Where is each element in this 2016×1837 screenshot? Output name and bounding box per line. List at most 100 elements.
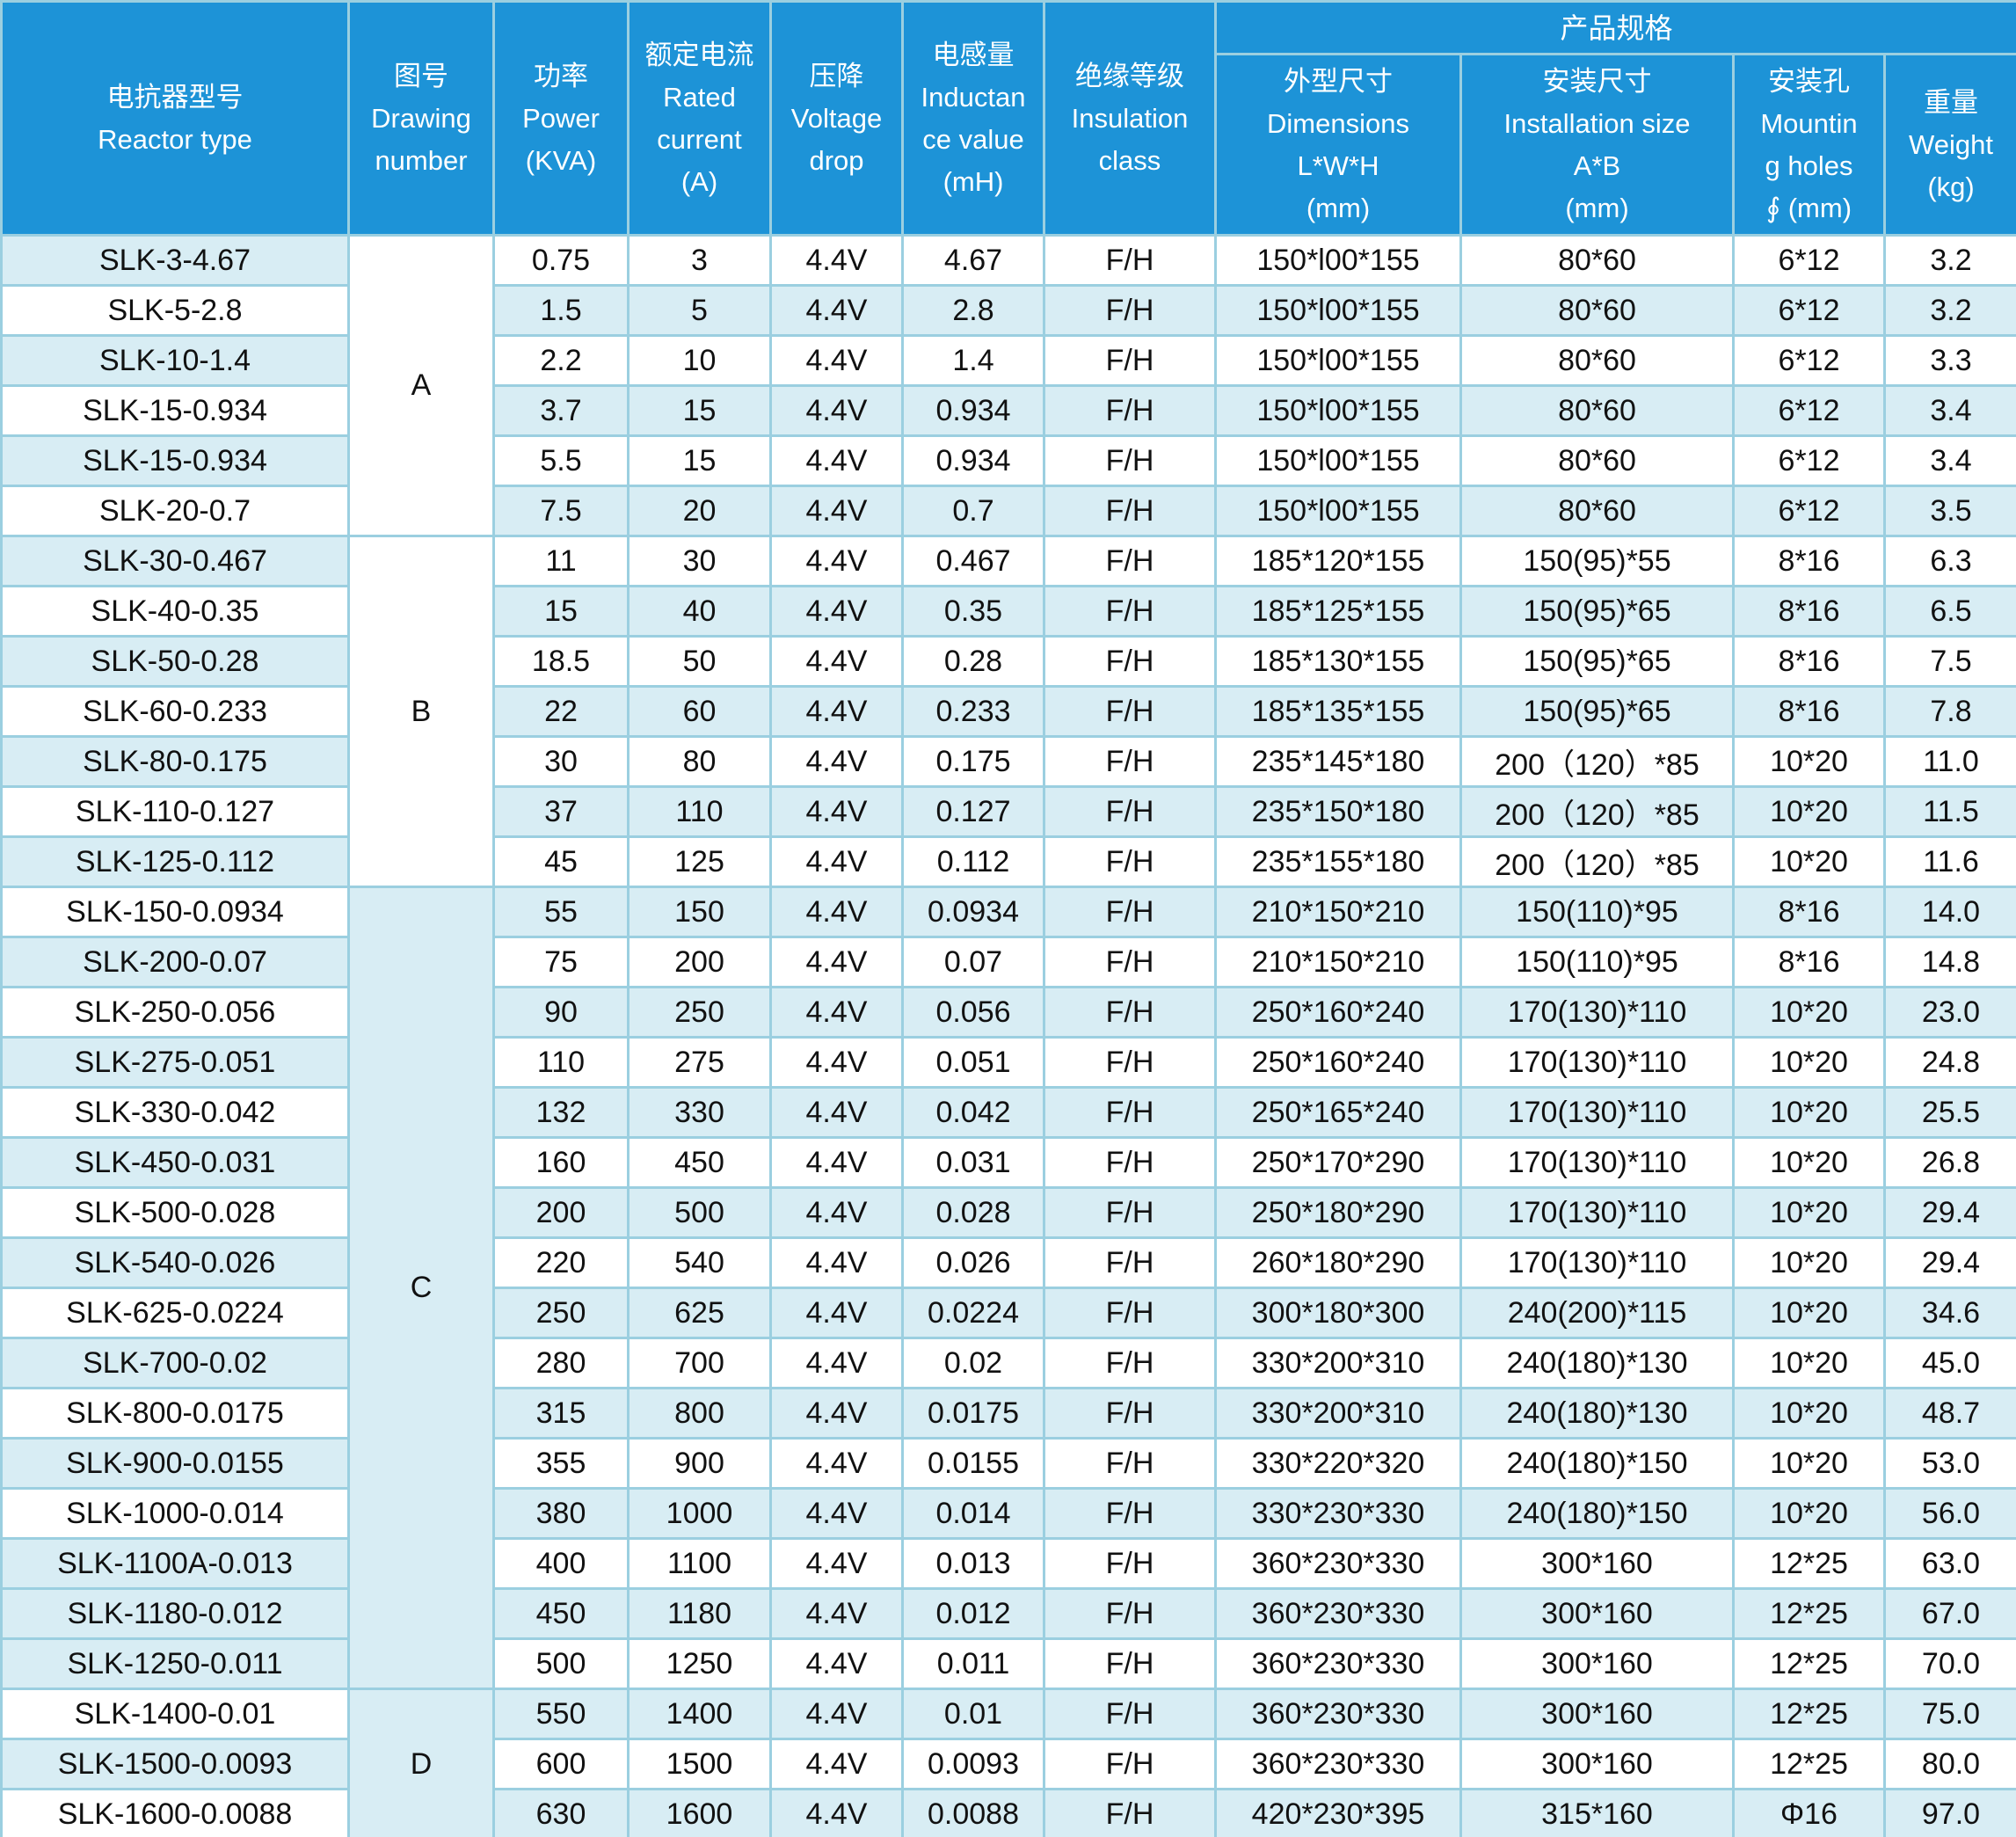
cell-drop: 4.4V (769, 735, 904, 788)
cell-power: 280 (492, 1337, 630, 1389)
cell-reactor-type: SLK-5-2.8 (0, 284, 350, 337)
cell-current: 1000 (627, 1487, 772, 1540)
cell-power: 2.2 (492, 334, 630, 387)
cell-power: 220 (492, 1236, 630, 1289)
table-row: SLK-900-0.0155 355 900 4.4V 0.0155 F/H 330*220… (0, 1437, 2016, 1490)
cell-insulation: F/H (1043, 1036, 1217, 1089)
cell-weight: 63.0 (1882, 1537, 2016, 1590)
table-row: SLK-5-2.8 1.5 5 4.4V 2.8 F/H 150*l00*155 80*60 6… (0, 284, 2016, 337)
cell-weight: 6.5 (1882, 585, 2016, 638)
cell-current: 30 (627, 535, 772, 587)
cell-inductance: 0.0175 (901, 1387, 1045, 1440)
cell-inductance: 0.0093 (901, 1738, 1045, 1790)
cell-dimensions: 185*120*155 (1214, 535, 1462, 587)
cell-current: 500 (627, 1186, 772, 1239)
table-row: SLK-540-0.026 220 540 4.4V 0.026 F/H 260*180*2… (0, 1236, 2016, 1289)
cell-weight: 3.4 (1882, 434, 2016, 487)
table-row: SLK-30-0.467 B 11 30 4.4V 0.467 F/H 185*120*155… (0, 535, 2016, 888)
cell-inductance: 0.026 (901, 1236, 1045, 1289)
cell-current: 800 (627, 1387, 772, 1440)
cell-installation: 150(95)*55 (1459, 535, 1735, 587)
cell-reactor-type: SLK-50-0.28 (0, 635, 350, 688)
cell-current: 900 (627, 1437, 772, 1490)
table-row: SLK-1180-0.012 450 1180 4.4V 0.012 F/H 360*230… (0, 1587, 2016, 1640)
cell-weight: 26.8 (1882, 1136, 2016, 1189)
cell-inductance: 0.012 (901, 1587, 1045, 1640)
cell-power: 450 (492, 1587, 630, 1640)
col-header-dimensions: 外型尺寸 Dimensions L*W*H (mm) (1214, 53, 1462, 237)
col-header-installation: 安装尺寸 Installation size A*B (mm) (1459, 53, 1735, 237)
table-row: SLK-1500-0.0093 600 1500 4.4V 0.0093 F/H 360*2… (0, 1738, 2016, 1790)
table-row: SLK-10-1.4 2.2 10 4.4V 1.4 F/H 150*l00*155 80*6… (0, 334, 2016, 387)
table-row: SLK-1250-0.011 500 1250 4.4V 0.011 F/H 360*230… (0, 1637, 2016, 1690)
cell-current: 275 (627, 1036, 772, 1089)
cell-inductance: 0.112 (901, 835, 1045, 888)
cell-mounting: 12*25 (1732, 1637, 1886, 1690)
table-row: SLK-330-0.042 132 330 4.4V 0.042 F/H 250*165*2… (0, 1086, 2016, 1139)
cell-power: 200 (492, 1186, 630, 1239)
cell-mounting: 12*25 (1732, 1537, 1886, 1590)
cell-weight: 23.0 (1882, 986, 2016, 1039)
cell-drop: 4.4V (769, 1587, 904, 1640)
cell-reactor-type: SLK-700-0.02 (0, 1337, 350, 1389)
cell-drop: 4.4V (769, 234, 904, 287)
cell-mounting: 8*16 (1732, 685, 1886, 738)
cell-installation: 80*60 (1459, 284, 1735, 337)
cell-inductance: 0.0088 (901, 1788, 1045, 1837)
cell-power: 550 (492, 1688, 630, 1740)
cell-dimensions: 185*125*155 (1214, 585, 1462, 638)
table-row: SLK-110-0.127 37 110 4.4V 0.127 F/H 235*150*18… (0, 785, 2016, 838)
cell-installation: 200（120）*85 (1459, 785, 1735, 838)
table-header: 电抗器型号 Reactor type 图号 Drawing number 功率 … (0, 0, 2016, 237)
cell-installation: 150(95)*65 (1459, 585, 1735, 638)
header-row-sub: 外型尺寸 Dimensions L*W*H (mm) 安装尺寸 Installa… (2, 53, 2016, 237)
cell-dimensions: 420*230*395 (1214, 1788, 1462, 1837)
cell-reactor-type: SLK-110-0.127 (0, 785, 350, 838)
cell-reactor-type: SLK-60-0.233 (0, 685, 350, 738)
table-row: SLK-1600-0.0088 630 1600 4.4V 0.0088 F/H 420*2… (0, 1788, 2016, 1837)
cell-dimensions: 250*160*240 (1214, 986, 1462, 1039)
cell-insulation: F/H (1043, 1738, 1217, 1790)
col-header-mounting-holes: 安装孔 Mountin g holes ∮ (mm) (1732, 53, 1886, 237)
cell-insulation: F/H (1043, 1537, 1217, 1590)
cell-current: 15 (627, 434, 772, 487)
cell-dimensions: 250*160*240 (1214, 1036, 1462, 1089)
cell-drawing-number: B (347, 535, 495, 888)
cell-drop: 4.4V (769, 1387, 904, 1440)
cell-mounting: 6*12 (1732, 434, 1886, 487)
cell-insulation: F/H (1043, 1186, 1217, 1239)
cell-insulation: F/H (1043, 1136, 1217, 1189)
cell-weight: 80.0 (1882, 1738, 2016, 1790)
cell-mounting: 10*20 (1732, 1387, 1886, 1440)
cell-power: 630 (492, 1788, 630, 1837)
cell-inductance: 0.07 (901, 936, 1045, 988)
cell-drop: 4.4V (769, 1086, 904, 1139)
table-row: SLK-150-0.0934 C 55 150 4.4V 0.0934 F/H 210*150… (0, 886, 2016, 1690)
cell-reactor-type: SLK-540-0.026 (0, 1236, 350, 1289)
cell-drop: 4.4V (769, 1136, 904, 1189)
cell-reactor-type: SLK-625-0.0224 (0, 1287, 350, 1339)
col-header-reactor-type: 电抗器型号 Reactor type (0, 0, 350, 237)
cell-weight: 24.8 (1882, 1036, 2016, 1089)
cell-dimensions: 330*220*320 (1214, 1437, 1462, 1490)
cell-installation: 240(200)*115 (1459, 1287, 1735, 1339)
cell-dimensions: 210*150*210 (1214, 886, 1462, 938)
cell-current: 50 (627, 635, 772, 688)
cell-reactor-type: SLK-330-0.042 (0, 1086, 350, 1139)
cell-weight: 3.3 (1882, 334, 2016, 387)
cell-reactor-type: SLK-1500-0.0093 (0, 1738, 350, 1790)
cell-installation: 80*60 (1459, 434, 1735, 487)
cell-drop: 4.4V (769, 785, 904, 838)
cell-weight: 11.6 (1882, 835, 2016, 888)
cell-weight: 29.4 (1882, 1186, 2016, 1239)
cell-weight: 56.0 (1882, 1487, 2016, 1540)
cell-mounting: 12*25 (1732, 1738, 1886, 1790)
cell-weight: 14.0 (1882, 886, 2016, 938)
cell-current: 80 (627, 735, 772, 788)
cell-current: 250 (627, 986, 772, 1039)
cell-dimensions: 260*180*290 (1214, 1236, 1462, 1289)
cell-dimensions: 360*230*330 (1214, 1637, 1462, 1690)
cell-mounting: 10*20 (1732, 785, 1886, 838)
cell-installation: 170(130)*110 (1459, 1036, 1735, 1089)
table-row: SLK-1000-0.014 380 1000 4.4V 0.014 F/H 330*230… (0, 1487, 2016, 1540)
